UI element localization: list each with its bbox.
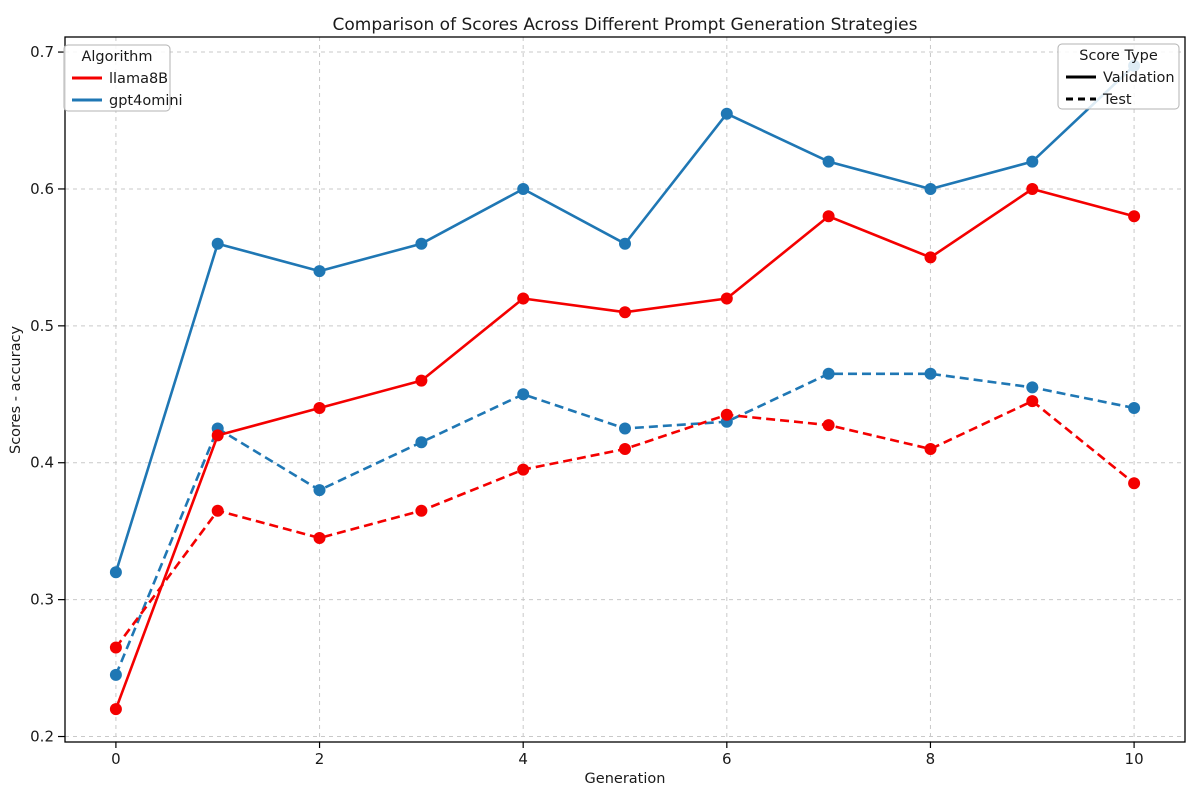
x-tick-label: 6	[722, 750, 732, 768]
data-point-gpt4omini-validation	[109, 566, 122, 579]
data-point-llama8B-test	[313, 532, 326, 544]
axes-layer: 0 2 4 6 8 10 0.2 0.3 0.4 0.5 0.6 0.7	[30, 36, 1186, 768]
x-tick-label: 10	[1125, 750, 1144, 768]
data-point-llama8B-validation	[517, 292, 530, 305]
data-point-llama8B-test	[415, 504, 428, 517]
data-point-llama8B-validation	[720, 292, 733, 305]
series-line-llama8B-test	[114, 399, 1135, 649]
x-axis-label: Generation	[585, 771, 666, 787]
data-point-gpt4omini-test	[1026, 381, 1039, 394]
data-point-gpt4omini-test	[1128, 402, 1141, 414]
data-point-gpt4omini-test	[924, 367, 937, 380]
legend-box	[63, 44, 171, 112]
data-point-llama8B-validation	[109, 703, 122, 716]
legend-layer: Algorithm llama8B gpt4omini Score Type Valid…	[63, 43, 1180, 112]
data-point-llama8B-validation	[822, 210, 835, 223]
data-point-gpt4omini-test	[415, 436, 428, 449]
data-point-gpt4omini-validation	[211, 237, 224, 250]
legend-algorithm: Algorithm llama8B gpt4omini	[63, 44, 183, 112]
legend-score-type: Score Type Validation Test	[1057, 43, 1180, 110]
legend-title: Algorithm	[81, 49, 152, 65]
plot-border	[64, 36, 1186, 743]
data-point-gpt4omini-test	[109, 668, 122, 681]
legend-entry-label: llama8B	[109, 71, 168, 87]
data-point-gpt4omini-validation	[1026, 155, 1039, 168]
data-point-gpt4omini-validation	[415, 237, 428, 250]
data-point-gpt4omini-test	[822, 367, 835, 380]
data-point-gpt4omini-validation	[619, 237, 631, 250]
data-point-llama8B-test	[1026, 395, 1039, 408]
y-tick-label: 0.2	[30, 728, 54, 746]
legend-box	[1057, 43, 1180, 110]
data-point-llama8B-test	[211, 504, 224, 517]
y-tick-label: 0.6	[30, 180, 54, 198]
data-point-llama8B-test	[822, 419, 835, 432]
y-axis-label: Scores - accuracy	[8, 326, 24, 454]
data-point-gpt4omini-validation	[720, 107, 733, 120]
y-tick-label: 0.7	[30, 43, 54, 61]
series-line-gpt4omini-validation	[114, 64, 1135, 573]
y-tick-label: 0.5	[30, 317, 54, 335]
data-point-llama8B-validation	[1128, 210, 1141, 223]
data-point-gpt4omini-validation	[313, 265, 326, 278]
y-tick-label: 0.3	[30, 591, 54, 609]
data-point-llama8B-test	[619, 443, 631, 455]
chart-title: Comparison of Scores Across Different Pr…	[332, 15, 917, 35]
data-point-llama8B-test	[720, 408, 733, 421]
x-tick-label: 8	[926, 750, 936, 768]
data-point-gpt4omini-test	[619, 422, 631, 435]
x-tick-label: 2	[315, 750, 325, 768]
data-point-gpt4omini-test	[313, 484, 326, 497]
data-point-gpt4omini-validation	[822, 155, 835, 168]
x-tick-label: 4	[518, 750, 528, 768]
legend-entry-label: Validation	[1103, 70, 1175, 86]
series-layer	[109, 59, 1141, 716]
data-point-llama8B-test	[1128, 477, 1141, 490]
data-point-llama8B-validation	[1026, 183, 1039, 195]
x-tick-label: 0	[111, 750, 121, 768]
data-point-llama8B-validation	[211, 429, 224, 442]
data-point-gpt4omini-validation	[924, 183, 937, 195]
legend-entry-label: Test	[1102, 92, 1132, 108]
data-point-llama8B-validation	[619, 306, 631, 319]
y-tick-label: 0.4	[30, 454, 54, 472]
data-point-llama8B-test	[109, 641, 122, 654]
data-point-llama8B-test	[924, 443, 937, 455]
data-point-gpt4omini-test	[517, 388, 530, 401]
series-line-gpt4omini-test	[114, 372, 1135, 676]
data-point-llama8B-validation	[415, 374, 428, 387]
legend-entry-label: gpt4omini	[109, 93, 183, 109]
data-point-llama8B-validation	[313, 402, 326, 414]
data-point-llama8B-validation	[924, 251, 937, 264]
grid-layer	[65, 37, 1185, 742]
data-point-gpt4omini-validation	[517, 183, 530, 195]
legend-title: Score Type	[1079, 48, 1158, 64]
data-point-llama8B-test	[517, 463, 530, 476]
